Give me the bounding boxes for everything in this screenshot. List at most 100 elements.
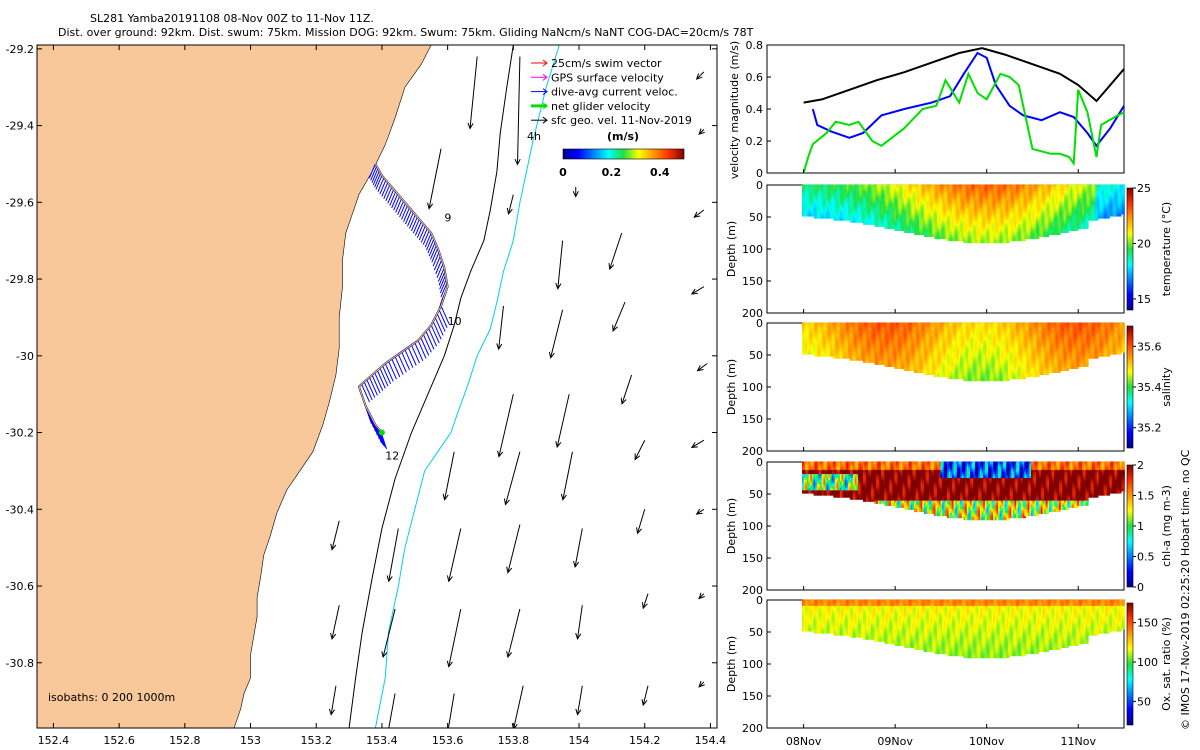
section-dot (839, 217, 844, 221)
section-dot (853, 215, 857, 219)
section-dot (818, 194, 822, 199)
day-label: 10 (448, 315, 462, 328)
section-dot (848, 186, 852, 190)
section-dot (846, 186, 850, 190)
section-dot (816, 196, 821, 201)
section-dot (841, 215, 845, 219)
section-dot (854, 196, 858, 201)
section-dot (862, 186, 867, 190)
section-dot (849, 194, 853, 199)
geo-vector (427, 148, 442, 210)
section-dot (856, 203, 860, 207)
section-dot (818, 209, 822, 213)
section-dot (806, 192, 811, 197)
section-dot (803, 209, 807, 213)
section-dot (828, 215, 832, 219)
section-dot (849, 196, 853, 201)
section-dot (803, 190, 807, 195)
section-dot (856, 184, 860, 188)
section-dot (859, 211, 863, 215)
section-dot (851, 190, 855, 195)
section-dot (816, 194, 821, 199)
section-dot (828, 211, 832, 215)
section-dot (811, 199, 816, 203)
velocity-ylabel: velocity magnitude (m/s) (728, 41, 741, 179)
section-dot (831, 205, 835, 209)
section-dot (853, 217, 857, 221)
section-dot (806, 211, 811, 215)
section-dot (846, 188, 850, 192)
map-y-tick-label: -29.6 (6, 196, 34, 209)
geo-vector (612, 301, 626, 332)
section-dot (815, 211, 819, 215)
section-dot (820, 207, 824, 211)
section-dot (810, 188, 814, 192)
section-dot (836, 203, 840, 207)
section-dot (816, 205, 821, 209)
dac-vector (401, 205, 409, 220)
dac-vector (432, 252, 440, 267)
section-dot (834, 190, 839, 195)
dac-vector (438, 271, 446, 286)
section-dot (813, 215, 817, 219)
section-dot (802, 203, 806, 207)
section-dot (851, 188, 855, 192)
geo-vector (388, 693, 396, 728)
dac-vector (426, 235, 433, 251)
section-dot (849, 217, 853, 221)
section-dot (808, 184, 812, 188)
geo-vector (447, 693, 455, 728)
section-dot (830, 203, 834, 207)
dac-vector (397, 200, 405, 215)
section-dot (813, 186, 817, 190)
section-dot (843, 207, 847, 211)
section-dot (854, 205, 858, 209)
section-dot (859, 196, 863, 201)
dac-vector (410, 216, 418, 232)
section-dot (841, 217, 845, 221)
section-dot (820, 201, 824, 205)
dac-vector (376, 370, 386, 389)
dac-vector (412, 219, 420, 234)
section-dot (820, 211, 824, 215)
section-dot (849, 188, 853, 192)
section-dot (833, 217, 837, 221)
dac-vector (375, 175, 383, 190)
velocity-y-tick-label: 0.4 (746, 103, 764, 116)
section-dot (828, 213, 832, 217)
section-dot (833, 213, 837, 217)
section-dot (858, 219, 862, 223)
section-dot (821, 211, 825, 215)
section-dot (849, 205, 853, 209)
section-dot (808, 211, 812, 215)
section-dot (820, 205, 824, 209)
section-dot (825, 203, 829, 207)
section-dot (853, 190, 857, 195)
section-dot (815, 184, 819, 188)
section-dot (810, 211, 814, 215)
section-dot (818, 188, 822, 192)
dac-vector (427, 238, 435, 254)
section-dot (849, 184, 853, 188)
dac-vector (420, 337, 430, 356)
section-dot (825, 184, 829, 188)
section-dot (825, 205, 829, 209)
section-dot (813, 192, 817, 197)
dac-vector (418, 225, 426, 241)
velocity-panel: 00.20.40.60.8 velocity magnitude (m/s) (728, 39, 1125, 180)
section-dot (836, 209, 840, 213)
section-dot (841, 201, 845, 205)
geo-vector (330, 605, 340, 640)
section-dot (828, 194, 832, 199)
section-dot (838, 196, 842, 201)
section-dot (851, 201, 855, 205)
section-dot (805, 196, 809, 201)
section-dot (821, 207, 825, 211)
section-dot (808, 203, 812, 207)
dac-vector (370, 166, 378, 181)
section-dot (848, 192, 852, 197)
section-dot (836, 196, 840, 201)
section-dot (834, 192, 839, 197)
velocity-series-dac (811, 51, 1125, 148)
section-dot (821, 213, 825, 217)
